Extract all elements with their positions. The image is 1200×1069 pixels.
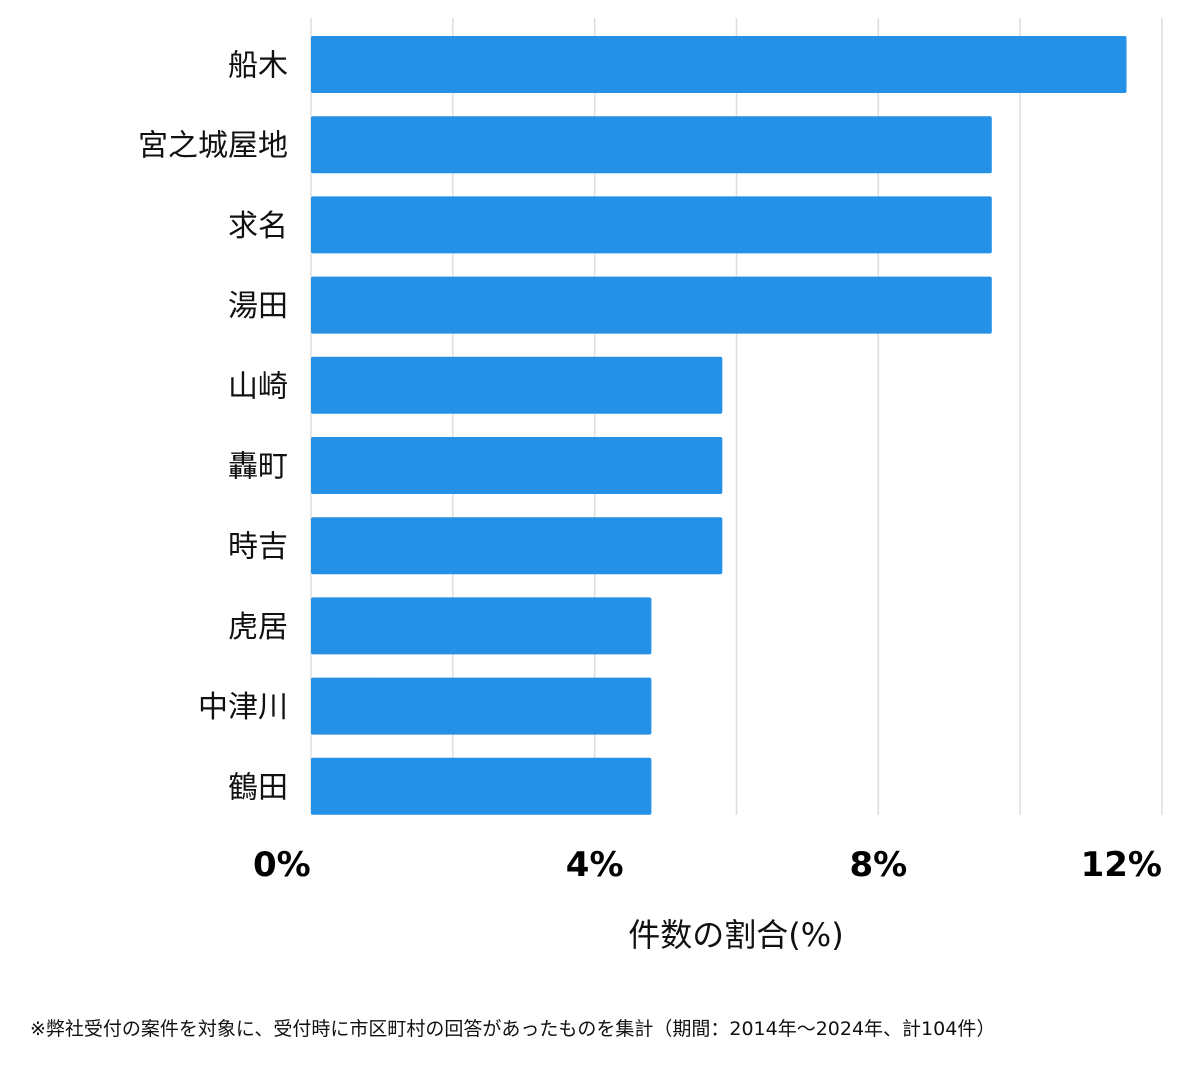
category-label: 虎居 bbox=[228, 610, 288, 645]
category-label: 鶴田 bbox=[228, 770, 288, 805]
bar bbox=[311, 36, 1127, 93]
category-label: 山崎 bbox=[228, 369, 288, 404]
bar bbox=[311, 517, 723, 575]
bar bbox=[311, 276, 992, 334]
bars bbox=[311, 36, 1127, 815]
x-tick-label: 8% bbox=[849, 845, 907, 885]
bar bbox=[311, 356, 723, 414]
bar bbox=[311, 757, 652, 815]
category-label: 求名 bbox=[228, 209, 288, 244]
x-tick-label: 0% bbox=[253, 845, 311, 885]
category-label: 時吉 bbox=[228, 530, 288, 565]
category-label: 宮之城屋地 bbox=[138, 129, 288, 164]
bar bbox=[311, 196, 992, 254]
bar bbox=[311, 437, 723, 494]
bar bbox=[311, 597, 652, 655]
category-label: 湯田 bbox=[228, 289, 288, 324]
x-tick-label: 12% bbox=[1081, 845, 1162, 885]
category-label: 船木 bbox=[228, 49, 288, 84]
x-axis-title: 件数の割合(%) bbox=[628, 916, 843, 954]
x-tick-label: 4% bbox=[566, 845, 624, 885]
category-label: 中津川 bbox=[198, 690, 288, 725]
category-label: 轟町 bbox=[228, 450, 288, 485]
bar bbox=[311, 677, 652, 735]
footnote: ※弊社受付の案件を対象に、受付時に市区町村の回答があったものを集計（期間：201… bbox=[30, 1018, 996, 1040]
bar bbox=[311, 116, 992, 174]
x-axis-ticks: 0% 4% 8% 12% bbox=[253, 845, 1162, 885]
